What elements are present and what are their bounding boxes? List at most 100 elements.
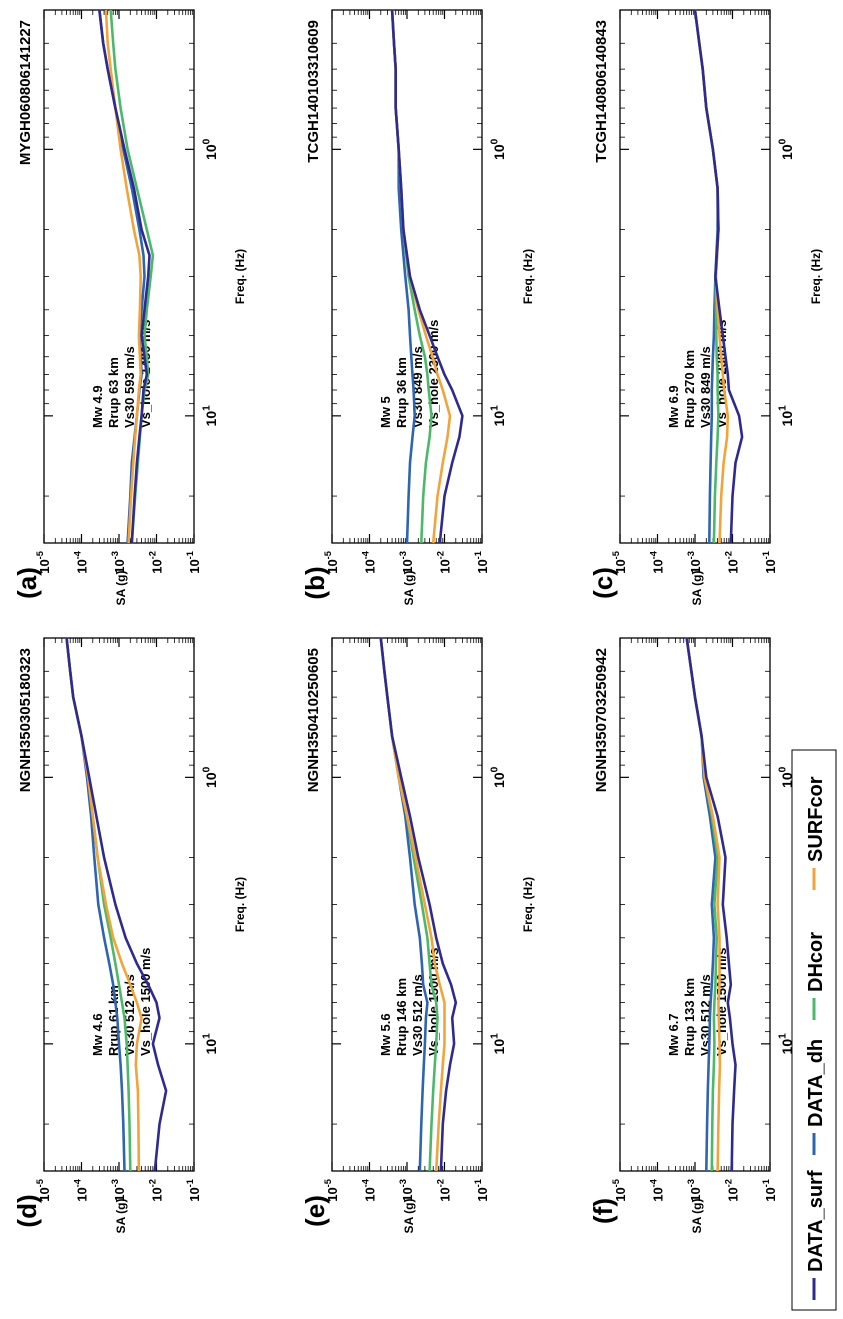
sa-tick-label: 10-4 <box>649 1178 666 1202</box>
plot-frame <box>43 637 195 1172</box>
freq-tick-label: 100 <box>778 766 795 788</box>
freq-tick-label: 101 <box>778 405 795 427</box>
annotation-line: Vs30 512 m/s <box>410 974 425 1056</box>
plot-frame <box>331 637 483 1172</box>
panel-label: (d) <box>12 1194 42 1227</box>
sa-tick-label: 10-5 <box>35 1179 52 1202</box>
annotation-line: Mw 6.9 <box>666 385 681 428</box>
annotation-line: Vs30 593 m/s <box>122 346 137 428</box>
panel-d: 10-1 10-2 10-3 10-4 10-5 SA (g) 100 101 Freq. (H… <box>12 637 247 1234</box>
sa-tick-label: 10-5 <box>611 551 628 574</box>
annotation-line: Mw 5.6 <box>378 1013 393 1056</box>
freq-tick-label: 100 <box>202 766 219 788</box>
freq-tick-label: 100 <box>202 138 219 160</box>
panel-label: (b) <box>300 566 330 599</box>
panels-container: 10-1 10-2 10-3 10-4 10-5 SA (g) 100 101 Freq. (H… <box>12 9 823 1234</box>
freq-tick-label: 100 <box>778 138 795 160</box>
annotation-line: Rrup 133 km <box>682 978 697 1056</box>
sa-axis-label: SA (g) <box>114 1199 128 1234</box>
sa-tick-label: 10-1 <box>473 551 490 574</box>
panel-title: TCGH140103310609 <box>305 20 322 163</box>
annotation-line: Vs_hole 1500 m/s <box>714 948 729 1056</box>
series-line-data-surf <box>685 637 737 1172</box>
annotation-line: Mw 4.6 <box>90 1013 105 1056</box>
panel-c: 10-1 10-2 10-3 10-4 10-5 SA (g) 100 101 Freq. (H… <box>588 9 823 605</box>
sa-tick-label: 10-4 <box>649 550 666 574</box>
freq-axis-label: Freq. (Hz) <box>521 877 535 932</box>
annotation-line: Mw 6.7 <box>666 1013 681 1056</box>
sa-tick-label: 10-2 <box>724 551 741 574</box>
annotation-line: Rrup 61 km <box>106 985 121 1056</box>
sa-tick-label: 10-4 <box>361 1178 378 1202</box>
sa-tick-label: 10-3 <box>110 1179 127 1202</box>
sa-tick-label: 10-5 <box>323 551 340 574</box>
sa-tick-label: 10-1 <box>761 1179 778 1202</box>
legend-label-data-surf: DATA_surf <box>805 1170 827 1272</box>
sa-tick-label: 10-5 <box>323 1179 340 1202</box>
annotation-line: Rrup 63 km <box>106 357 121 428</box>
sa-tick-label: 10-2 <box>724 1179 741 1202</box>
sa-tick-label: 10-3 <box>398 551 415 574</box>
series-line-data-surf <box>65 637 168 1172</box>
sa-tick-label: 10-1 <box>185 1179 202 1202</box>
annotation-line: Mw 5 <box>378 396 393 428</box>
plot-frame <box>619 9 771 544</box>
panel-b: 10-1 10-2 10-3 10-4 10-5 SA (g) 100 101 Freq. (H… <box>300 9 535 606</box>
panel-label: (c) <box>588 567 618 599</box>
sa-tick-label: 10-3 <box>398 1179 415 1202</box>
annotation-line: Mw 4.9 <box>90 385 105 428</box>
sa-axis-label: SA (g) <box>114 571 128 606</box>
annotation-line: Vs_hole 1500 m/s <box>138 948 153 1056</box>
sa-tick-label: 10-2 <box>436 1179 453 1202</box>
sa-tick-label: 10-4 <box>73 550 90 574</box>
panel-title: NGNH350410250605 <box>305 648 322 792</box>
freq-axis-label: Freq. (Hz) <box>809 249 823 304</box>
freq-axis-label: Freq. (Hz) <box>233 877 247 932</box>
sa-tick-label: 10-1 <box>761 551 778 574</box>
plot-frame <box>331 9 483 544</box>
series-line-data-dh <box>685 637 717 1172</box>
sa-tick-label: 10-1 <box>473 1179 490 1202</box>
sa-axis-label: SA (g) <box>402 571 416 606</box>
legend-label-data-dh: DATA_dh <box>805 1039 827 1127</box>
sa-tick-label: 10-2 <box>436 551 453 574</box>
series-line-data-surf <box>390 9 464 544</box>
sa-tick-label: 10-2 <box>148 551 165 574</box>
series-line-data-surf <box>379 637 458 1172</box>
series-line-data-dh <box>379 637 429 1172</box>
annotation-line: Rrup 36 km <box>394 357 409 428</box>
sa-tick-label: 10-5 <box>35 551 52 574</box>
freq-tick-label: 100 <box>490 766 507 788</box>
plot-frame <box>619 637 771 1172</box>
sa-tick-label: 10-3 <box>686 551 703 574</box>
freq-tick-label: 101 <box>490 405 507 427</box>
panel-label: (e) <box>300 1195 330 1227</box>
legend-box <box>791 749 837 1311</box>
sa-tick-label: 10-3 <box>686 1179 703 1202</box>
series-line-data-surf <box>98 9 151 544</box>
sa-tick-label: 10-3 <box>110 551 127 574</box>
annotation-line: Rrup 270 km <box>682 350 697 428</box>
series-line-surfcor <box>390 9 452 544</box>
series-line-data-surf <box>693 9 744 544</box>
panel-label: (f) <box>588 1198 618 1224</box>
series-line-dhcor <box>390 9 433 544</box>
panel-title: NGNH350305180323 <box>17 648 34 792</box>
freq-axis-label: Freq. (Hz) <box>521 249 535 304</box>
sa-tick-label: 10-1 <box>185 551 202 574</box>
annotation-line: Vs30 849 m/s <box>698 346 713 428</box>
freq-tick-label: 101 <box>202 405 219 427</box>
annotation-line: Rrup 146 km <box>394 978 409 1056</box>
legend: DATA_surf DATA_dh DHcor SURFcor <box>791 749 837 1311</box>
sa-axis-label: SA (g) <box>402 1199 416 1234</box>
panel-a: 10-1 10-2 10-3 10-4 10-5 SA (g) 100 101 Freq. (H… <box>12 9 247 606</box>
freq-tick-label: 101 <box>202 1033 219 1055</box>
panel-title: TCGH140806140843 <box>593 20 610 163</box>
panel-title: MYGH060806141227 <box>17 20 34 165</box>
sa-tick-label: 10-4 <box>361 550 378 574</box>
panel-title: NGNH350703250942 <box>593 648 610 792</box>
freq-tick-label: 100 <box>490 138 507 160</box>
sa-tick-label: 10-2 <box>148 1179 165 1202</box>
panel-label: (a) <box>12 567 42 599</box>
